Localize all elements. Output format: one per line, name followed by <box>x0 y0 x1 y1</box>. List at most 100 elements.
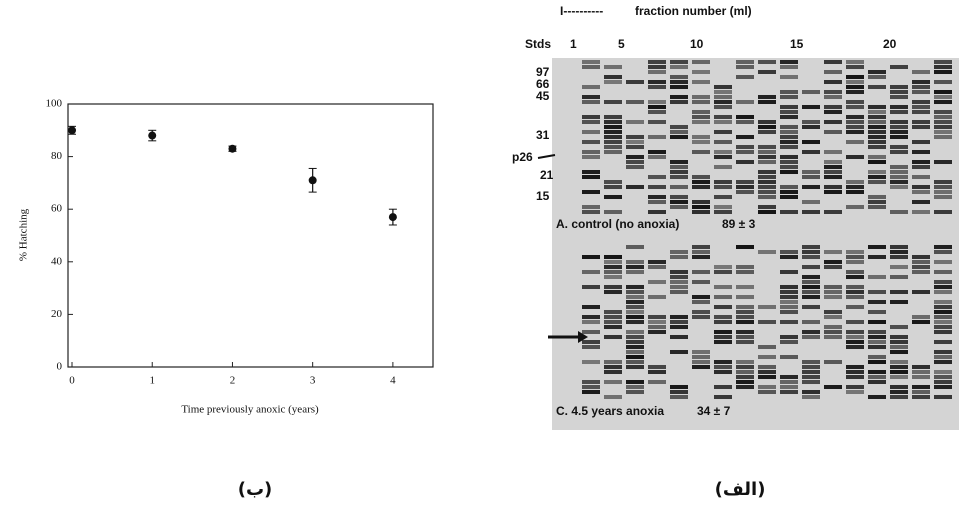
gel-band <box>934 245 952 249</box>
gel-band <box>604 370 622 374</box>
gel-band <box>824 265 842 269</box>
gel-header-bar: I---------- <box>560 4 603 18</box>
gel-band <box>736 375 754 379</box>
gel-band <box>692 210 710 214</box>
gel-band <box>670 130 688 134</box>
gel-band <box>714 150 732 154</box>
gel-band <box>626 380 644 384</box>
gel-band <box>780 335 798 339</box>
gel-band <box>780 115 798 119</box>
gel-band <box>714 315 732 319</box>
gel-band <box>736 135 754 139</box>
gel-band <box>692 70 710 74</box>
gel-band <box>626 270 644 274</box>
gel-band <box>802 390 820 394</box>
gel-band <box>736 245 754 249</box>
gel-band <box>934 375 952 379</box>
gel-band <box>846 250 864 254</box>
gel-band <box>934 95 952 99</box>
gel-band <box>582 60 600 64</box>
gel-band <box>714 95 732 99</box>
gel-band <box>692 315 710 319</box>
gel-band <box>912 140 930 144</box>
gel-band <box>912 270 930 274</box>
gel-band <box>934 270 952 274</box>
gel-band <box>846 390 864 394</box>
gel-band <box>648 100 666 104</box>
gel-band <box>582 65 600 69</box>
gel-band <box>714 265 732 269</box>
gel-band <box>934 125 952 129</box>
gel-band <box>780 210 798 214</box>
gel-band <box>714 295 732 299</box>
gel-band <box>758 190 776 194</box>
gel-band <box>890 345 908 349</box>
gel-band <box>868 110 886 114</box>
gel-band <box>626 310 644 314</box>
plot-frame <box>67 103 434 368</box>
lane-label: 20 <box>883 37 897 51</box>
gel-band <box>802 305 820 309</box>
gel-band <box>824 250 842 254</box>
gel-band <box>846 90 864 94</box>
gel-band <box>890 85 908 89</box>
gel-band <box>802 150 820 154</box>
gel-band <box>802 105 820 109</box>
gel-band <box>736 75 754 79</box>
gel-band <box>604 285 622 289</box>
gel-band <box>582 345 600 349</box>
point <box>228 144 237 153</box>
gel-band <box>582 305 600 309</box>
gel-band <box>758 70 776 74</box>
gel-band <box>736 120 754 124</box>
gel-band <box>802 185 820 189</box>
gel-band <box>604 195 622 199</box>
gel-band <box>868 140 886 144</box>
y-tick-label: 100 <box>46 98 63 110</box>
gel-band <box>912 200 930 204</box>
gel-band <box>758 175 776 179</box>
gel-band <box>868 130 886 134</box>
gel-band <box>692 205 710 209</box>
gel-band <box>736 190 754 194</box>
gel-band <box>890 210 908 214</box>
gel-band <box>714 165 732 169</box>
gel-band <box>912 185 930 189</box>
gel-band <box>626 100 644 104</box>
gel-band <box>648 185 666 189</box>
gel-band <box>890 110 908 114</box>
gel-band <box>648 380 666 384</box>
gel-band <box>736 285 754 289</box>
gel-band <box>780 300 798 304</box>
gel-band <box>846 105 864 109</box>
gel-band <box>736 365 754 369</box>
gel-band <box>890 375 908 379</box>
gel-band <box>780 355 798 359</box>
gel-band <box>802 265 820 269</box>
gel-band <box>648 135 666 139</box>
gel-band <box>802 375 820 379</box>
gel-band <box>758 150 776 154</box>
gel-band <box>890 275 908 279</box>
gel-band <box>868 85 886 89</box>
gel-band <box>604 150 622 154</box>
gel-band <box>912 120 930 124</box>
gel-band <box>890 370 908 374</box>
gel-band <box>648 315 666 319</box>
gel-band <box>626 290 644 294</box>
gel-band <box>780 110 798 114</box>
gel-band <box>890 360 908 364</box>
gel-band <box>802 210 820 214</box>
gel-band <box>582 210 600 214</box>
gel-band <box>802 280 820 284</box>
gel-band <box>604 320 622 324</box>
gel-band <box>648 105 666 109</box>
gel-band <box>912 80 930 84</box>
gel-band <box>670 290 688 294</box>
gel-band <box>714 395 732 399</box>
gel-band <box>780 270 798 274</box>
gel-band <box>890 150 908 154</box>
gel-band <box>736 65 754 69</box>
gel-band <box>846 185 864 189</box>
